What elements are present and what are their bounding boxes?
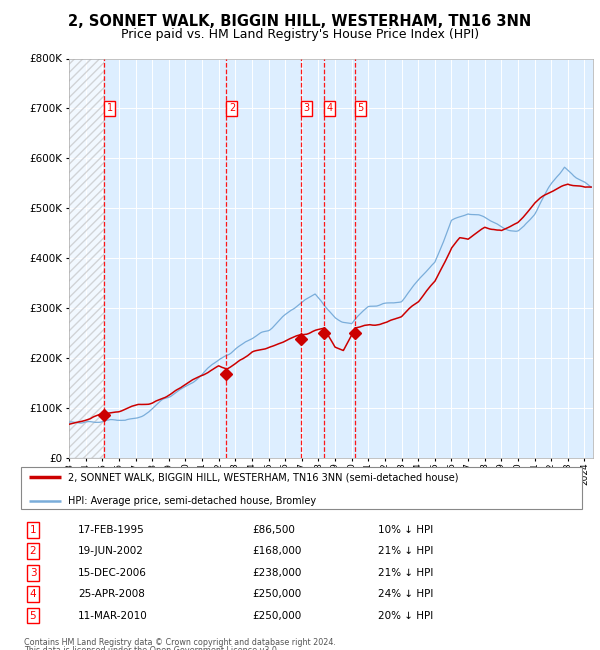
Text: 1: 1 [107,103,113,114]
Text: 3: 3 [304,103,310,114]
Text: 25-APR-2008: 25-APR-2008 [78,589,145,599]
Text: £250,000: £250,000 [252,610,301,621]
Text: 21% ↓ HPI: 21% ↓ HPI [378,567,433,578]
Text: 19-JUN-2002: 19-JUN-2002 [78,546,144,556]
Text: 2, SONNET WALK, BIGGIN HILL, WESTERHAM, TN16 3NN (semi-detached house): 2, SONNET WALK, BIGGIN HILL, WESTERHAM, … [68,472,458,482]
Text: 4: 4 [326,103,332,114]
Bar [69,58,104,458]
Text: 2: 2 [229,103,235,114]
Text: £250,000: £250,000 [252,589,301,599]
Text: 2: 2 [29,546,37,556]
Text: 4: 4 [29,589,37,599]
Text: This data is licensed under the Open Government Licence v3.0.: This data is licensed under the Open Gov… [24,646,280,650]
Text: 17-FEB-1995: 17-FEB-1995 [78,525,145,535]
Text: 24% ↓ HPI: 24% ↓ HPI [378,589,433,599]
Text: £86,500: £86,500 [252,525,295,535]
Text: 11-MAR-2010: 11-MAR-2010 [78,610,148,621]
Text: £168,000: £168,000 [252,546,301,556]
Text: 3: 3 [29,567,37,578]
Text: 1: 1 [29,525,37,535]
Text: 20% ↓ HPI: 20% ↓ HPI [378,610,433,621]
Text: 2, SONNET WALK, BIGGIN HILL, WESTERHAM, TN16 3NN: 2, SONNET WALK, BIGGIN HILL, WESTERHAM, … [68,14,532,29]
Text: Price paid vs. HM Land Registry's House Price Index (HPI): Price paid vs. HM Land Registry's House … [121,28,479,41]
Text: HPI: Average price, semi-detached house, Bromley: HPI: Average price, semi-detached house,… [68,495,316,506]
Text: 10% ↓ HPI: 10% ↓ HPI [378,525,433,535]
Text: 21% ↓ HPI: 21% ↓ HPI [378,546,433,556]
Text: 15-DEC-2006: 15-DEC-2006 [78,567,147,578]
FancyBboxPatch shape [21,467,582,510]
Text: 5: 5 [29,610,37,621]
Text: £238,000: £238,000 [252,567,301,578]
Text: 5: 5 [358,103,364,114]
Text: Contains HM Land Registry data © Crown copyright and database right 2024.: Contains HM Land Registry data © Crown c… [24,638,336,647]
